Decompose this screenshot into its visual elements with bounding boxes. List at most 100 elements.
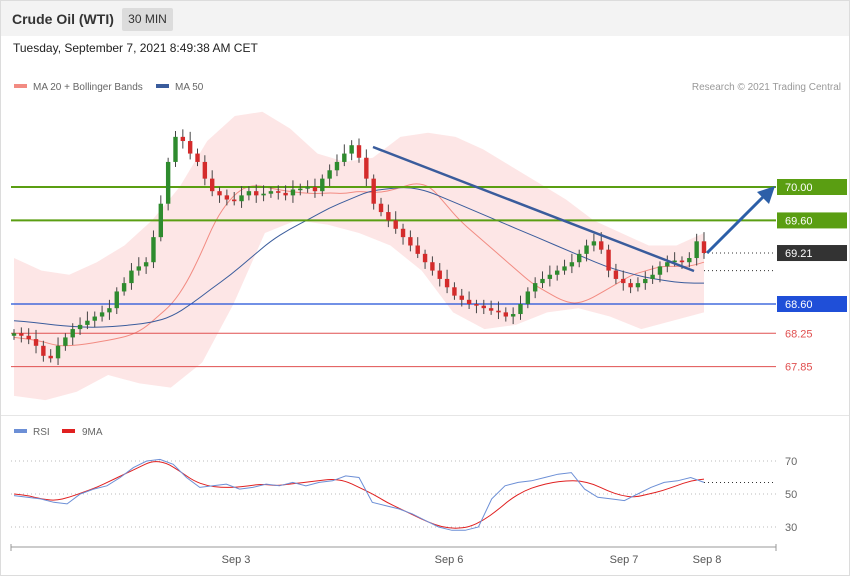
rsi-line <box>13 458 705 531</box>
candle <box>510 307 516 325</box>
resistance-label-69-60: 69.60 <box>785 215 813 227</box>
candle-body <box>657 266 663 275</box>
candle-body <box>547 274 553 279</box>
candle-body <box>19 333 24 336</box>
candle-body <box>55 345 61 359</box>
candle-body <box>173 136 178 162</box>
candle-body <box>151 237 156 263</box>
candlesticks <box>11 129 707 366</box>
trend-lines <box>372 145 775 273</box>
forecast-arrow-head <box>757 186 775 204</box>
x-tick-label: Sep 3 <box>222 554 251 566</box>
candle <box>635 277 641 292</box>
candle <box>48 349 53 363</box>
ma20-legend-swatch <box>14 84 27 88</box>
candle-body <box>254 191 259 196</box>
candle-body <box>33 339 39 346</box>
timeframe-badge[interactable]: 30 MIN <box>122 8 173 31</box>
candle <box>26 328 31 345</box>
candle <box>254 184 259 203</box>
candle <box>320 174 325 197</box>
candle-body <box>481 305 486 309</box>
candle <box>562 259 567 275</box>
candle <box>85 311 90 330</box>
chart-header: Crude Oil (WTI) 30 MIN <box>1 1 849 36</box>
price-legend: MA 20 + Bollinger Bands MA 50 Research ©… <box>14 82 841 93</box>
candle-body <box>679 260 685 263</box>
candle-body <box>77 324 83 330</box>
candle-body <box>687 258 692 263</box>
candle <box>63 333 68 351</box>
candle-body <box>143 262 149 267</box>
candle-body <box>496 310 501 313</box>
support-label-67-85: 67.85 <box>785 362 813 374</box>
candle <box>121 277 127 296</box>
candle-body <box>415 245 420 254</box>
candle <box>606 244 611 278</box>
copyright-credit: Research © 2021 Trading Central <box>692 82 841 93</box>
candle-body <box>422 253 428 263</box>
bollinger-bands <box>14 111 704 401</box>
candle-body <box>378 203 384 213</box>
candle <box>55 337 61 366</box>
candle <box>621 270 626 291</box>
candle-body <box>48 355 53 359</box>
candle <box>19 327 24 343</box>
candle-body <box>158 203 164 238</box>
candle-body <box>562 266 567 271</box>
candle-body <box>437 270 442 279</box>
candle <box>437 263 442 287</box>
candle <box>202 155 208 186</box>
candle-body <box>107 308 112 313</box>
candle <box>525 287 531 309</box>
candle <box>540 271 545 289</box>
candle-body <box>364 157 369 179</box>
candle-body <box>268 191 274 194</box>
rsi-series <box>13 458 776 531</box>
rsi-legend-swatch <box>14 429 27 433</box>
candle <box>701 232 707 259</box>
candle-body <box>591 241 597 246</box>
candle-body <box>444 278 450 288</box>
candle-body <box>327 170 332 179</box>
candle <box>650 265 655 284</box>
candle <box>187 131 193 160</box>
candle <box>687 252 692 268</box>
candle-body <box>99 312 105 317</box>
resistance-tag-70-00 <box>777 179 847 195</box>
candle-body <box>613 270 619 279</box>
candle <box>503 307 509 322</box>
candle-body <box>606 249 611 271</box>
candle <box>224 189 230 206</box>
candle <box>584 239 589 262</box>
candle-body <box>532 283 538 292</box>
candle-body <box>518 304 523 315</box>
x-axis: Sep 3 Sep 6 Sep 7 Sep 8 <box>10 544 777 566</box>
candle <box>180 129 186 149</box>
candle <box>11 329 17 340</box>
candle <box>99 305 105 322</box>
candle <box>349 140 354 161</box>
candle <box>481 299 486 315</box>
candle <box>276 185 281 200</box>
rsi-legend: RSI 9MA <box>14 427 103 438</box>
resistance-tag-69-60 <box>777 212 847 229</box>
candle-body <box>525 291 531 304</box>
candle <box>305 180 310 193</box>
candle <box>136 257 141 276</box>
candle <box>143 257 149 274</box>
candle <box>400 223 406 245</box>
rsi-tick-70: 70 <box>785 456 797 468</box>
support-label-68-25: 68.25 <box>785 328 813 340</box>
candle-body <box>342 153 347 162</box>
candle-body <box>672 260 677 263</box>
candle <box>268 187 274 198</box>
candle <box>312 178 318 198</box>
candle-body <box>232 199 237 202</box>
level-labels: 70.00 69.60 69.21 68.60 68.25 67.85 <box>777 179 847 374</box>
candle-body <box>701 241 707 254</box>
candle-body <box>195 153 200 162</box>
candle-body <box>628 283 633 288</box>
x-tick-label: Sep 6 <box>435 554 464 566</box>
